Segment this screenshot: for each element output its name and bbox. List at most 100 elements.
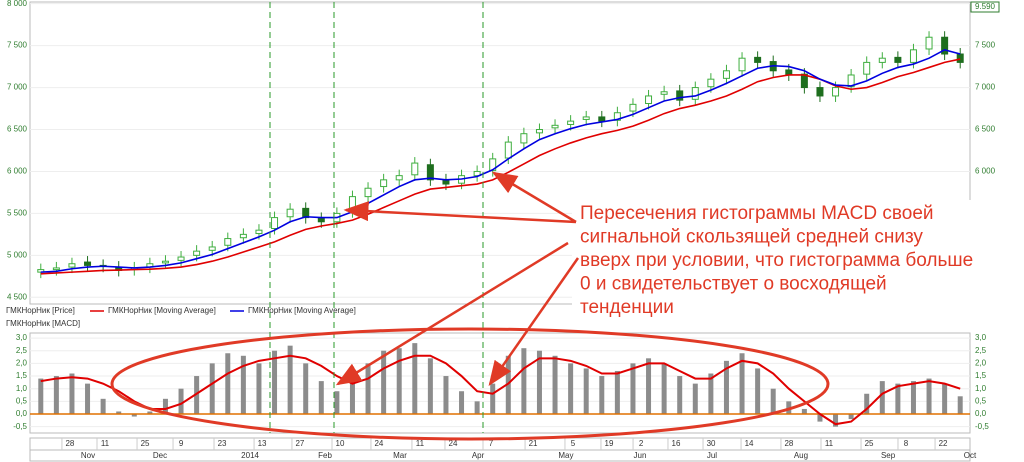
histogram-bar bbox=[490, 383, 496, 415]
highlight-ellipse bbox=[110, 327, 830, 441]
macd-panel bbox=[29, 332, 971, 434]
histogram-bar bbox=[723, 360, 729, 415]
x-tick-label: 25 bbox=[865, 439, 874, 448]
histogram-bar bbox=[817, 414, 823, 422]
histogram-bar bbox=[194, 376, 200, 415]
histogram-bar bbox=[833, 414, 839, 427]
x-tick-label: 13 bbox=[258, 439, 267, 448]
annotation-line: 0 и свидетельствует о восходящей bbox=[580, 274, 887, 295]
x-tick-label: 5 bbox=[571, 439, 576, 448]
candle bbox=[317, 217, 325, 223]
histogram-bar bbox=[287, 345, 293, 415]
y-tick-label: 2,5 bbox=[16, 346, 28, 355]
last-value: 9.590 bbox=[975, 2, 996, 11]
y-tick-label: 6 500 bbox=[7, 125, 28, 134]
x-tick-label: 11 bbox=[825, 439, 834, 448]
histogram-bar bbox=[755, 368, 761, 415]
y-tick-label: 2,0 bbox=[16, 358, 28, 367]
y-tick-label-right: 1,0 bbox=[975, 384, 987, 393]
month-label: May bbox=[558, 451, 573, 460]
candle bbox=[177, 256, 185, 261]
annotation-line: сигнальной скользящей средней снизу bbox=[580, 227, 923, 248]
y-tick-label-right: 6 000 bbox=[975, 167, 996, 176]
histogram-bar bbox=[100, 398, 106, 415]
month-label: Oct bbox=[964, 451, 977, 460]
x-tick-label: 11 bbox=[101, 439, 110, 448]
candle bbox=[707, 78, 715, 88]
candle bbox=[738, 57, 746, 72]
y-tick-label: 1,5 bbox=[16, 371, 28, 380]
candle bbox=[754, 56, 762, 63]
histogram-bar bbox=[396, 348, 402, 415]
candle bbox=[224, 238, 232, 246]
histogram-bar bbox=[240, 355, 246, 415]
x-tick-label: 11 bbox=[416, 439, 425, 448]
y-tick-label: -0,5 bbox=[13, 422, 27, 431]
candle bbox=[84, 261, 92, 266]
x-tick-label: 24 bbox=[374, 439, 383, 448]
histogram-bar bbox=[692, 383, 698, 415]
x-tick-label: 24 bbox=[449, 439, 458, 448]
candle bbox=[816, 87, 824, 97]
histogram-bar bbox=[225, 353, 231, 415]
moving-average bbox=[40, 48, 961, 273]
annotation-line: вверх при условии, что гистограмма больш… bbox=[580, 250, 973, 271]
histogram-bar bbox=[739, 353, 745, 415]
histogram-bar bbox=[770, 388, 776, 415]
histogram-bar bbox=[116, 411, 122, 415]
histogram-bar bbox=[708, 373, 714, 415]
histogram-bar bbox=[879, 381, 885, 415]
annotation: Пересечения гистограммы MACD своей сигнал… bbox=[580, 203, 973, 318]
candle bbox=[582, 116, 590, 120]
candle bbox=[286, 208, 294, 218]
histogram-bar bbox=[381, 350, 387, 415]
histogram-bar bbox=[895, 383, 901, 415]
candle bbox=[676, 90, 684, 101]
candle bbox=[271, 217, 279, 230]
x-tick-label: 21 bbox=[529, 439, 538, 448]
annotation-line: тенденции bbox=[580, 297, 674, 318]
x-tick-label: 27 bbox=[295, 439, 304, 448]
y-tick-label-right: 3,0 bbox=[975, 333, 987, 342]
x-tick-label: 28 bbox=[65, 439, 74, 448]
histogram-bar bbox=[926, 378, 932, 415]
candle bbox=[909, 49, 917, 63]
y-tick-label: 4 500 bbox=[7, 292, 28, 301]
histogram-bar bbox=[599, 376, 605, 415]
histogram-bar bbox=[630, 363, 636, 415]
y-tick-label: 0,5 bbox=[16, 396, 28, 405]
histogram-bar bbox=[334, 391, 340, 415]
candle bbox=[411, 162, 419, 176]
histogram-bar bbox=[942, 383, 948, 415]
candle bbox=[832, 87, 840, 97]
candle bbox=[645, 95, 653, 105]
month-label: 2014 bbox=[241, 451, 259, 460]
histogram-bar bbox=[53, 376, 59, 415]
x-tick-label: 10 bbox=[336, 439, 345, 448]
candle bbox=[894, 56, 902, 63]
candle bbox=[878, 57, 886, 63]
histogram-bar bbox=[568, 363, 574, 415]
histogram-bar bbox=[272, 350, 278, 415]
month-label: Sep bbox=[881, 451, 896, 460]
x-tick-label: 28 bbox=[784, 439, 793, 448]
y-tick-label-right: 0,5 bbox=[975, 396, 987, 405]
x-tick-label: 25 bbox=[141, 439, 150, 448]
y-tick-label: 5 000 bbox=[7, 250, 28, 259]
annotation-box bbox=[572, 200, 1000, 320]
y-tick-label: 6 000 bbox=[7, 167, 28, 176]
y-tick-label-right: -0,5 bbox=[975, 422, 989, 431]
last-value-box bbox=[970, 1, 1000, 13]
histogram-bar bbox=[646, 358, 652, 415]
histogram-bar bbox=[427, 358, 433, 415]
y-tick-label-right: 7 000 bbox=[975, 83, 996, 92]
candle bbox=[925, 36, 933, 50]
x-tick-label: 9 bbox=[179, 439, 184, 448]
histogram-bar bbox=[583, 368, 589, 415]
month-label: Dec bbox=[153, 451, 167, 460]
candle bbox=[193, 250, 201, 256]
histogram-bar bbox=[318, 381, 324, 415]
histogram-bar bbox=[521, 348, 527, 415]
y-tick-label: 7 500 bbox=[7, 41, 28, 50]
legend-label: ГМКНорНик [Moving Average] bbox=[248, 306, 356, 315]
